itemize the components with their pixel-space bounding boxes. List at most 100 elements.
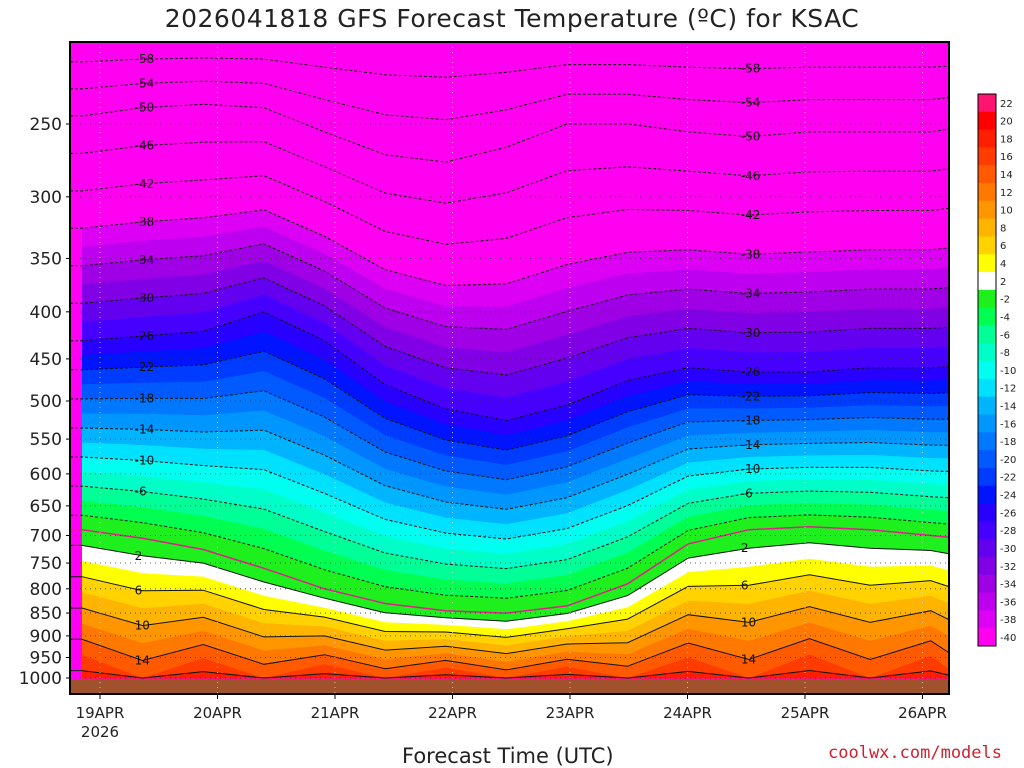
y-tick-label: 850 [30,604,62,624]
colorbar-tick-label: -28 [1000,526,1016,537]
colorbar-swatch [978,396,996,416]
isotherm-line [70,175,949,245]
y-tick-label: 750 [30,554,62,574]
plot-area: -58 -58 -54 -54 -50 -50 -46 -46 -42 -42 -38 -38 -34 -… [70,42,949,694]
y-tick-label: 900 [30,627,62,647]
contour-label: 2 [135,549,143,563]
colorbar-swatch [978,147,996,166]
isotherm-line [70,141,949,204]
x-year-label: 2026 [81,723,119,741]
contour-label: -50 [135,101,155,115]
colorbar-tick-label: 14 [1000,170,1013,181]
contour-label: 6 [135,584,143,598]
colorbar-tick-label: 10 [1000,206,1013,217]
colorbar-tick-label: -26 [1000,508,1016,519]
x-axis-label: Forecast Time (UTC) [402,744,614,768]
isotherm-line [70,80,949,121]
colorbar-swatch [978,467,996,487]
colorbar-tick-label: -24 [1000,491,1016,502]
colorbar-tick-label: 22 [1000,99,1013,110]
colorbar-swatch [978,254,996,273]
contour-label: -6 [741,486,753,500]
contour-label: -38 [135,215,155,229]
colorbar-swatch [978,200,996,220]
colorbar-swatch [978,94,996,113]
contour-label: -58 [741,62,761,76]
contour-label: -46 [135,139,155,153]
isotherm-line [70,350,949,451]
y-axis: 250 300 350 400 450 500 550 600 650 700 750 800 850 9… [19,115,70,689]
contour-label: 10 [135,619,150,633]
credit-text: coolwx.com/models [828,743,1002,763]
contour-label: -18 [135,391,155,405]
contour-label: -42 [741,208,761,222]
colorbar-swatch [978,485,996,505]
y-tick-label: 700 [30,526,62,546]
colorbar-swatch [978,556,996,576]
contour-label: -30 [741,326,761,340]
y-tick-label: 450 [30,350,62,370]
colorbar: 22 20 18 16 14 12 10 8 6 4 2 -2 -4 -6 -8 -10 -12 -14 -16 -1… [977,93,1016,647]
y-tick-label: 500 [30,392,62,412]
y-tick-label: 250 [30,115,62,135]
colorbar-swatch [978,592,996,611]
colorbar-swatch [978,111,996,131]
contour-label: -34 [741,287,761,301]
contour-label: 2 [741,541,749,555]
y-tick-label: 800 [30,580,62,600]
colorbar-tick-label: 2 [1000,277,1006,288]
y-tick-label: 550 [30,430,62,450]
colorbar-tick-label: -4 [1000,312,1010,323]
contour-label: -26 [135,329,155,343]
colorbar-tick-label: -12 [1000,384,1016,395]
colorbar-swatch [978,289,996,309]
colorbar-tick-label: -38 [1000,615,1016,626]
contour-label: -14 [741,438,761,452]
y-tick-label: 600 [30,465,62,485]
colorbar-tick-label: -8 [1000,348,1010,359]
y-tick-label: 950 [30,649,62,669]
contour-label: -6 [135,485,147,499]
isotherm-line [70,103,949,163]
x-tick-label: 19APR [76,704,125,722]
colorbar-swatch [978,218,996,237]
contour-label: -22 [741,389,761,403]
colorbar-swatch [978,183,996,202]
isotherm-line [70,574,949,638]
chart-title: 2026041818 GFS Forecast Temperature (ºC)… [164,4,860,33]
colorbar-tick-label: 16 [1000,152,1013,163]
x-tick-label: 23APR [546,704,595,722]
colorbar-swatch [978,165,996,184]
contour-label: -34 [135,253,155,267]
y-tick-label: 300 [30,188,62,208]
x-tick-label: 20APR [193,704,242,722]
contour-label: -18 [741,414,761,428]
isotherm-line [70,427,949,510]
contour-label: -54 [135,76,155,90]
colorbar-frame [977,93,997,647]
contour-label: -10 [135,454,155,468]
colorbar-swatch [978,414,996,433]
x-tick-label: 24APR [663,704,712,722]
colorbar-tick-label: 12 [1000,188,1013,199]
colorbar-swatch [978,521,996,540]
plot-frame [69,41,950,695]
contour-label: -14 [135,422,155,436]
x-tick-label: 21APR [311,704,360,722]
colorbar-tick-label: 8 [1000,223,1006,234]
colorbar-tick-label: -14 [1000,402,1016,413]
colorbar-tick-label: -40 [1000,633,1016,644]
colorbar-swatch [978,610,996,629]
colorbar-swatch [978,325,996,344]
contour-label: -10 [741,462,761,476]
isotherm-line [70,390,949,481]
contour-label: 14 [741,652,756,666]
colorbar-tick-label: 4 [1000,259,1006,270]
x-tick-label: 26APR [898,704,947,722]
contour-label: -50 [741,130,761,144]
y-tick-label: 650 [30,497,62,517]
colorbar-swatch [978,361,996,380]
colorbar-tick-label: -6 [1000,330,1010,341]
isotherm-line [70,669,949,679]
isotherm-line [70,57,949,78]
